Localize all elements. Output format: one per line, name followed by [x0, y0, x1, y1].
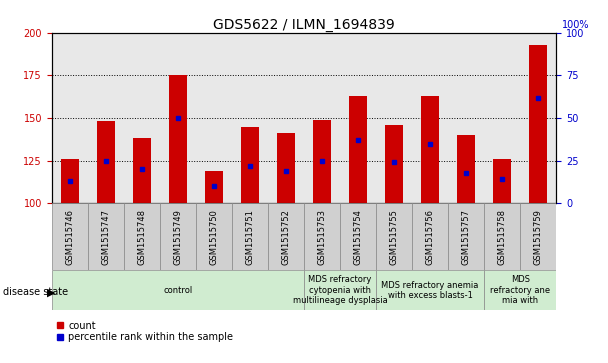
Text: MDS refractory anemia
with excess blasts-1: MDS refractory anemia with excess blasts…	[381, 281, 479, 300]
Text: GSM1515756: GSM1515756	[426, 209, 435, 265]
Title: GDS5622 / ILMN_1694839: GDS5622 / ILMN_1694839	[213, 18, 395, 32]
Bar	[133, 138, 151, 203]
Bar	[304, 270, 376, 310]
Bar	[304, 203, 340, 270]
Bar	[205, 171, 223, 203]
Bar	[88, 203, 124, 270]
Text: GSM1515751: GSM1515751	[246, 209, 254, 265]
Text: GSM1515754: GSM1515754	[354, 209, 362, 265]
Text: GSM1515755: GSM1515755	[390, 209, 399, 265]
Bar	[277, 133, 295, 203]
Bar	[268, 203, 304, 270]
Text: 100%: 100%	[562, 20, 589, 30]
Bar	[196, 203, 232, 270]
Text: GSM1515750: GSM1515750	[209, 209, 218, 265]
Bar	[340, 203, 376, 270]
Bar	[484, 203, 520, 270]
Text: GSM1515749: GSM1515749	[173, 209, 182, 265]
Text: disease state: disease state	[3, 287, 68, 297]
Bar	[169, 75, 187, 203]
Bar	[61, 159, 78, 203]
Bar	[124, 203, 160, 270]
Bar	[97, 121, 115, 203]
Bar	[376, 270, 484, 310]
Bar	[52, 270, 304, 310]
Bar	[412, 203, 448, 270]
Bar	[385, 125, 403, 203]
Text: GSM1515752: GSM1515752	[282, 209, 291, 265]
Bar	[421, 96, 439, 203]
Text: ▶: ▶	[47, 287, 56, 297]
Legend: count, percentile rank within the sample: count, percentile rank within the sample	[57, 321, 233, 342]
Bar	[448, 203, 484, 270]
Text: GSM1515759: GSM1515759	[534, 209, 543, 265]
Bar	[313, 120, 331, 203]
Bar	[493, 159, 511, 203]
Text: control: control	[163, 286, 193, 295]
Text: GSM1515748: GSM1515748	[137, 209, 147, 265]
Bar	[160, 203, 196, 270]
Text: GSM1515753: GSM1515753	[317, 209, 326, 265]
Text: MDS refractory
cytopenia with
multilineage dysplasia: MDS refractory cytopenia with multilinea…	[292, 276, 387, 305]
Bar	[241, 126, 259, 203]
Bar	[376, 203, 412, 270]
Text: GSM1515746: GSM1515746	[65, 209, 74, 265]
Bar	[457, 135, 475, 203]
Bar	[484, 270, 556, 310]
Text: GSM1515758: GSM1515758	[498, 209, 506, 265]
Text: GSM1515757: GSM1515757	[461, 209, 471, 265]
Text: GSM1515747: GSM1515747	[102, 209, 110, 265]
Bar	[52, 203, 88, 270]
Bar	[530, 45, 547, 203]
Bar	[520, 203, 556, 270]
Text: MDS
refractory ane
mia with: MDS refractory ane mia with	[490, 276, 550, 305]
Bar	[349, 96, 367, 203]
Bar	[232, 203, 268, 270]
